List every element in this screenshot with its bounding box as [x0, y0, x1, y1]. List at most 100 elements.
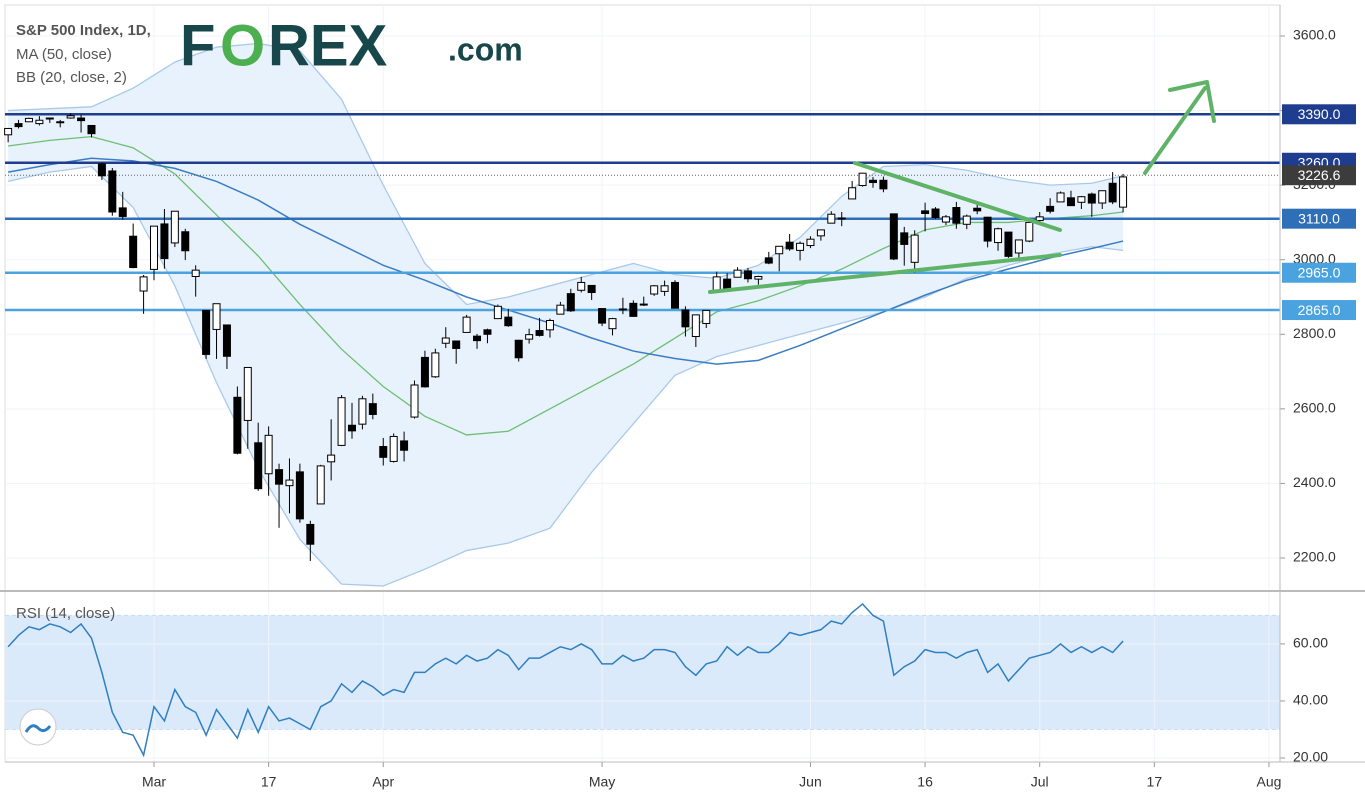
candle-body [910, 234, 919, 263]
x-tick-label: 16 [917, 774, 933, 790]
y-tick-label: 60.00 [1293, 635, 1328, 651]
candle-body [691, 314, 700, 338]
candle-body [202, 309, 211, 355]
candle-body [410, 384, 419, 418]
candle-body [660, 285, 669, 292]
candle-body [1077, 196, 1086, 203]
candle-body [525, 334, 534, 340]
candle-body [1108, 182, 1117, 203]
candle-body [879, 179, 888, 190]
x-tick-label: Jul [1031, 774, 1049, 790]
candle-body [681, 309, 690, 328]
candle-body [941, 216, 950, 223]
candle-body [118, 207, 127, 217]
candle-body [306, 523, 315, 545]
candle-body [150, 225, 159, 270]
x-tick-label: 17 [261, 774, 277, 790]
candle-body [535, 330, 544, 336]
candle-body [545, 319, 554, 331]
rsi-line [7, 602, 1124, 758]
candle-body [170, 210, 179, 244]
candle-body [243, 366, 252, 421]
level-label: 2865.0 [1298, 302, 1341, 318]
candle-body [962, 215, 971, 225]
candle-body [452, 340, 461, 349]
candle-body [493, 305, 502, 320]
x-tick-label: Aug [1256, 774, 1281, 790]
candle-body [389, 435, 398, 462]
candle-body [87, 124, 96, 135]
candle-body [400, 440, 409, 451]
candle-body [754, 275, 763, 280]
candle-body [483, 329, 492, 335]
y-tick-label: 40.00 [1293, 692, 1328, 708]
candle-body [983, 216, 992, 242]
candle-body [316, 465, 325, 505]
candle-body [420, 356, 429, 388]
candle-body [264, 434, 273, 475]
level-tag [1282, 262, 1356, 283]
candle-body [1025, 221, 1034, 242]
y-tick-label: 2800.0 [1293, 325, 1336, 341]
candle-body [473, 335, 482, 342]
candle-body [629, 302, 638, 317]
candle-body [191, 269, 200, 277]
candle-body [212, 303, 221, 330]
candle-body [441, 337, 450, 344]
candle-body [608, 318, 617, 330]
candle-body [994, 228, 1003, 244]
candle-body [587, 284, 596, 294]
candle-body [952, 207, 961, 224]
candle-body [379, 446, 388, 458]
x-tick-label: Jun [799, 774, 822, 790]
x-tick-label: 17 [1147, 774, 1163, 790]
candle-body [743, 270, 752, 280]
y-tick-label: 2200.0 [1293, 549, 1336, 565]
candle-body [368, 403, 377, 415]
candle-body [577, 281, 586, 291]
candle-body [618, 308, 627, 311]
level-label: 3390.0 [1298, 106, 1341, 122]
candle-body [35, 119, 44, 125]
candle-body [233, 396, 242, 454]
candle-body [4, 127, 13, 136]
candle-body [285, 479, 294, 487]
candle-body [358, 398, 367, 425]
bb-fill [8, 43, 1124, 586]
y-tick-label: 3600.0 [1293, 27, 1336, 43]
candle-body [431, 352, 440, 378]
x-tick-label: Apr [372, 774, 394, 790]
candle-body [837, 217, 846, 220]
candle-body [1046, 205, 1055, 212]
y-tick-label: 3000.0 [1293, 250, 1336, 266]
candle-body [347, 424, 356, 432]
candle-body [900, 232, 909, 245]
level-tag [1282, 208, 1356, 229]
y-tick-label: 2400.0 [1293, 474, 1336, 490]
candle-body [222, 324, 231, 357]
candle-body [1004, 231, 1013, 257]
candle-body [712, 276, 721, 293]
candle-body [598, 308, 607, 324]
candle-body [733, 269, 742, 278]
candle-body [1066, 197, 1075, 207]
candle-body [275, 469, 284, 485]
candle-body [1119, 176, 1128, 208]
candle-body [14, 123, 23, 128]
candle-body [295, 471, 304, 520]
candle-body [775, 245, 784, 255]
candle-body [556, 304, 565, 315]
candle-body [973, 207, 982, 212]
candle-body [24, 117, 33, 123]
candle-body [796, 242, 805, 251]
candle-body [816, 229, 825, 237]
candle-body [848, 187, 857, 200]
candle-body [45, 117, 54, 120]
level-label: 2965.0 [1298, 264, 1341, 280]
candle-body [327, 454, 336, 463]
candle-body [504, 316, 513, 327]
candle-body [889, 213, 898, 260]
candle-body [827, 213, 836, 224]
candle-body [1035, 216, 1044, 222]
